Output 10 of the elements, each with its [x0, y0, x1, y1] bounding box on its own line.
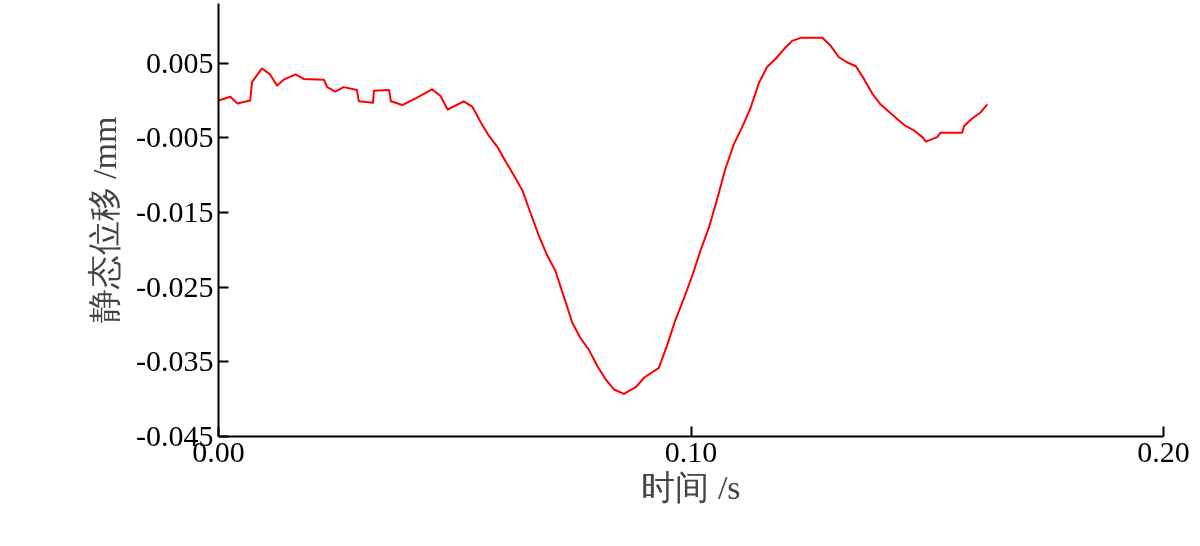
y-tick-label: -0.025 — [136, 269, 214, 303]
x-axis-title: 时间 /s — [641, 468, 741, 506]
line-series — [218, 36, 989, 395]
x-tick-label: 0.20 — [1137, 434, 1190, 468]
y-tick-label: -0.015 — [136, 195, 214, 229]
y-axis-title: 静态位移 /mm — [86, 116, 124, 324]
y-tick-label: 0.005 — [146, 45, 214, 79]
x-tick-label: 0.10 — [664, 434, 718, 468]
y-tick-label: -0.005 — [136, 120, 214, 154]
y-tick-label: -0.035 — [136, 344, 214, 378]
